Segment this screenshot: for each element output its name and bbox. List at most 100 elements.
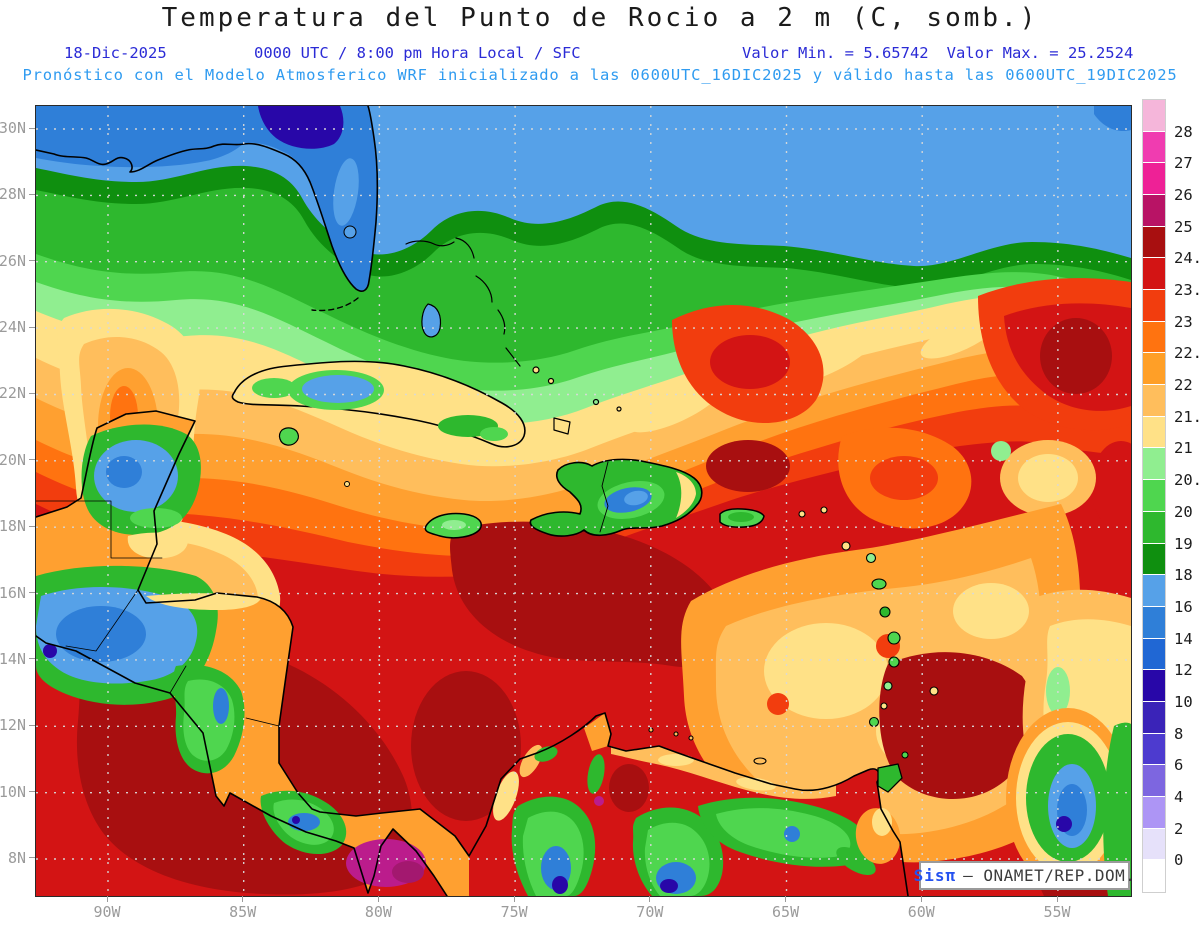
legend-segment <box>1143 765 1165 797</box>
legend-value-label: 2 <box>1174 819 1184 838</box>
lon-tick-label: 80W <box>364 903 392 921</box>
lon-tick <box>242 896 244 902</box>
legend-segment <box>1143 195 1165 227</box>
legend-segment <box>1143 860 1165 892</box>
max-dewpoint-pocket-panama <box>346 839 426 887</box>
value-range: Valor Min. = 5.65742 Valor Max. = 25.2524 <box>742 44 1133 62</box>
legend-segment <box>1143 416 1165 449</box>
lat-tick <box>29 326 35 328</box>
forecast-valid-time: 0000 UTC / 8:00 pm Hora Local / SFC <box>254 44 581 62</box>
lon-tick <box>106 896 108 902</box>
legend-value-label: 21.5 <box>1174 407 1200 426</box>
lat-tick <box>29 791 35 793</box>
value-min: Valor Min. = 5.65742 <box>742 44 929 62</box>
lat-tick-label: 18N <box>0 517 26 536</box>
legend-value-label: 20 <box>1174 502 1193 521</box>
legend-segment <box>1143 575 1165 607</box>
lat-tick-label: 8N <box>7 848 26 867</box>
legend-segment <box>1143 828 1165 861</box>
legend-value-label: 23 <box>1174 312 1193 331</box>
florida-keys <box>311 297 359 312</box>
forecast-date: 18-Dic-2025 <box>64 44 167 62</box>
lesser-antilles <box>648 506 939 765</box>
lon-tick <box>785 896 787 902</box>
forecast-map <box>36 106 1131 896</box>
lon-tick-label: 65W <box>772 903 800 921</box>
lat-tick <box>29 260 35 262</box>
lon-tick-label: 60W <box>907 903 935 921</box>
legend-segment <box>1143 638 1165 671</box>
grid-layer <box>36 106 1131 896</box>
land-layer <box>36 106 939 896</box>
lon-tick <box>377 896 379 902</box>
island-hispaniola <box>529 458 703 537</box>
lat-tick <box>29 592 35 594</box>
lon-tick <box>649 896 651 902</box>
value-max: Valor Max. = 25.2524 <box>946 44 1134 62</box>
island-cuba <box>231 360 526 448</box>
lat-tick <box>29 459 35 461</box>
legend-value-label: 22 <box>1174 376 1193 395</box>
lat-tick <box>29 857 35 859</box>
legend-value-label: 8 <box>1174 724 1184 743</box>
haiti-dr-border <box>599 461 609 533</box>
legend-segment <box>1143 163 1165 196</box>
legend-value-label: 20.5 <box>1174 471 1200 490</box>
legend-value-label: 16 <box>1174 597 1193 616</box>
lat-tick-label: 24N <box>0 318 26 337</box>
legend-segment <box>1143 796 1165 829</box>
legend-value-label: 0 <box>1174 851 1184 870</box>
lon-tick-label: 85W <box>229 903 257 921</box>
legend-segment <box>1143 353 1165 386</box>
attribution-box: Sisπ – ONAMET/REP.DOM. <box>914 861 1135 890</box>
legend-color-bar <box>1142 99 1166 893</box>
legend-value-label: 22.5 <box>1174 344 1200 363</box>
legend-segment <box>1143 701 1165 734</box>
dry-air-anomaly <box>1006 708 1131 896</box>
lat-tick-label: 22N <box>0 384 26 403</box>
legend-value-label: 14 <box>1174 629 1193 648</box>
island-trinidad-tobago <box>877 751 909 793</box>
coastline-pacific <box>36 635 448 896</box>
lat-tick-label: 14N <box>0 649 26 668</box>
color-scale-legend: 2827262524.523.52322.52221.52120.5201918… <box>1142 99 1200 893</box>
coastline-caribbean <box>36 410 909 896</box>
lat-tick <box>29 525 35 527</box>
legend-value-label: 24.5 <box>1174 249 1200 268</box>
country-borders <box>36 500 280 727</box>
legend-segment <box>1143 480 1165 512</box>
maracaibo-hot-spot <box>609 764 649 812</box>
map-frame <box>35 105 1132 897</box>
legend-segment <box>1143 385 1165 417</box>
lat-tick <box>29 724 35 726</box>
lat-tick-label: 20N <box>0 450 26 469</box>
lat-tick <box>29 193 35 195</box>
lat-tick-label: 28N <box>0 185 26 204</box>
lon-tick <box>920 896 922 902</box>
forecast-meta-row: 18-Dic-2025 0000 UTC / 8:00 pm Hora Loca… <box>0 44 1200 62</box>
lat-tick-label: 10N <box>0 782 26 801</box>
central-south-america <box>36 410 909 896</box>
cayman-islands <box>344 481 350 487</box>
lat-tick-label: 30N <box>0 119 26 137</box>
legend-value-label: 18 <box>1174 566 1193 585</box>
legend-value-label: 25 <box>1174 217 1193 236</box>
cold-core-north-florida <box>258 106 344 149</box>
legend-segment <box>1143 543 1165 576</box>
legend-segment <box>1143 448 1165 481</box>
bahamas-islands <box>405 237 622 435</box>
sea-detail-layer <box>57 278 1131 896</box>
lat-tick-label: 12N <box>0 716 26 735</box>
lon-tick-label: 70W <box>636 903 664 921</box>
magenta-spot-venezuela <box>594 796 604 806</box>
legend-value-label: 12 <box>1174 661 1193 680</box>
lat-tick <box>29 658 35 660</box>
legend-value-label: 27 <box>1174 154 1193 173</box>
lon-tick-label: 55W <box>1043 903 1071 921</box>
lat-tick <box>29 392 35 394</box>
lon-tick-label: 90W <box>93 903 121 921</box>
legend-segment <box>1143 321 1165 354</box>
isle-of-youth <box>278 427 299 446</box>
lat-tick <box>29 127 35 129</box>
lon-tick <box>1056 896 1058 902</box>
